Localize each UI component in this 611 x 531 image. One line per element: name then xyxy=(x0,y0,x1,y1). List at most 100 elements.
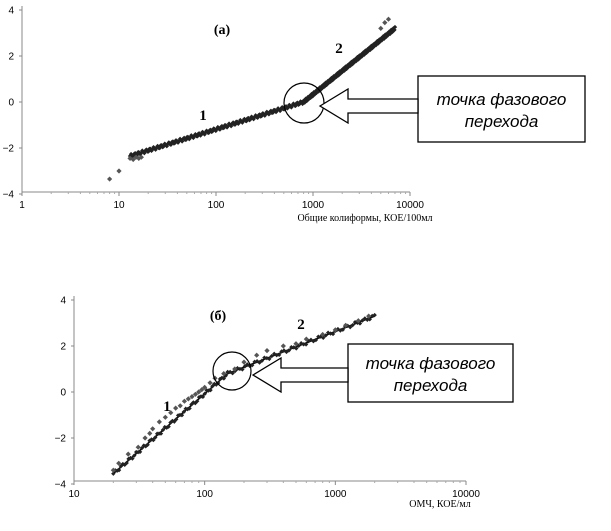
data-point xyxy=(383,32,388,37)
x-tick-label: 10 xyxy=(113,200,125,211)
data-point xyxy=(301,342,306,347)
data-point xyxy=(189,394,195,400)
data-point xyxy=(160,427,166,433)
data-point xyxy=(246,115,251,121)
data-point xyxy=(158,431,164,436)
annotation-line-2: перехода xyxy=(465,112,539,131)
x-tick-label: 1 xyxy=(19,200,25,211)
data-point xyxy=(162,414,168,420)
data-point xyxy=(153,147,158,152)
data-point xyxy=(147,430,153,436)
data-point xyxy=(235,119,240,124)
data-point xyxy=(183,406,188,411)
data-point xyxy=(303,336,309,342)
panel-label: (а) xyxy=(214,23,231,38)
data-point xyxy=(187,406,192,411)
data-point xyxy=(202,391,208,396)
data-point xyxy=(351,58,356,63)
y-tick-label: 0 xyxy=(8,98,14,109)
data-point xyxy=(267,356,272,362)
x-tick-label: 1000 xyxy=(302,200,325,211)
data-point xyxy=(194,398,200,404)
data-point xyxy=(173,405,179,411)
segment-label-2: 2 xyxy=(335,41,343,57)
data-point xyxy=(239,119,244,124)
data-point xyxy=(116,460,122,466)
data-point xyxy=(198,394,204,399)
annotation-box xyxy=(417,75,586,143)
data-point xyxy=(212,127,217,132)
data-point xyxy=(202,384,208,390)
data-point xyxy=(124,460,129,466)
data-point xyxy=(259,358,265,363)
data-point xyxy=(340,327,346,332)
data-point xyxy=(378,25,384,31)
data-point xyxy=(179,413,185,418)
data-point xyxy=(200,394,206,400)
data-point xyxy=(153,435,158,440)
data-point xyxy=(302,100,307,105)
data-point xyxy=(284,104,289,109)
y-tick-label: −4 xyxy=(3,190,15,201)
data-point xyxy=(269,353,274,359)
data-point xyxy=(192,391,199,397)
data-point xyxy=(214,382,219,387)
data-point xyxy=(189,402,194,407)
data-point xyxy=(289,344,294,350)
y-tick-label: 4 xyxy=(8,6,14,17)
data-point xyxy=(212,375,218,381)
data-point xyxy=(139,445,145,451)
y-tick-label: 4 xyxy=(60,296,66,307)
data-point xyxy=(214,126,220,132)
data-point xyxy=(221,376,227,381)
data-point xyxy=(293,341,299,347)
data-point xyxy=(116,168,122,174)
data-point xyxy=(249,363,255,368)
annotation-arrow xyxy=(251,356,349,394)
data-point xyxy=(250,115,255,120)
data-point xyxy=(116,467,122,473)
annotation-line-2: перехода xyxy=(394,376,468,395)
x-tick-label: 1000 xyxy=(324,489,347,500)
annotation-line-1: точка фазового xyxy=(437,90,567,109)
data-point xyxy=(352,59,357,65)
annotation-line-1: точка фазового xyxy=(366,354,496,373)
data-point xyxy=(242,116,247,122)
data-point xyxy=(272,107,278,113)
data-point xyxy=(253,113,258,118)
data-point xyxy=(316,89,321,94)
data-point xyxy=(382,20,388,26)
data-point xyxy=(264,348,270,354)
data-point xyxy=(350,322,355,328)
data-point xyxy=(137,449,143,455)
data-point xyxy=(294,346,299,351)
chart-panel-a: 4 2 0 −2 −4 1 10 100 1000 10000 Общие колиформы, К… xyxy=(3,6,586,224)
data-point xyxy=(106,176,113,182)
data-point xyxy=(240,367,245,372)
data-point xyxy=(188,135,193,140)
x-tick-label: 10000 xyxy=(396,200,424,211)
data-point xyxy=(156,419,162,425)
data-point xyxy=(343,322,349,328)
data-point xyxy=(280,343,286,349)
data-point xyxy=(132,453,137,458)
data-point xyxy=(230,371,235,376)
x-axis-label: Общие колиформы, КОЕ/100мл xyxy=(297,213,432,224)
data-point xyxy=(360,318,365,323)
x-tick-label: 100 xyxy=(208,200,225,211)
data-point xyxy=(392,24,398,30)
data-point xyxy=(177,403,183,409)
data-point xyxy=(320,85,326,90)
data-point xyxy=(316,334,321,339)
data-point xyxy=(168,410,174,416)
data-point xyxy=(138,154,144,160)
data-point xyxy=(142,435,148,441)
data-point xyxy=(385,16,392,22)
data-point xyxy=(356,57,361,62)
data-point xyxy=(385,31,390,36)
data-point xyxy=(320,331,326,338)
data-point xyxy=(125,451,131,457)
data-point xyxy=(164,144,170,149)
data-point xyxy=(179,139,185,144)
